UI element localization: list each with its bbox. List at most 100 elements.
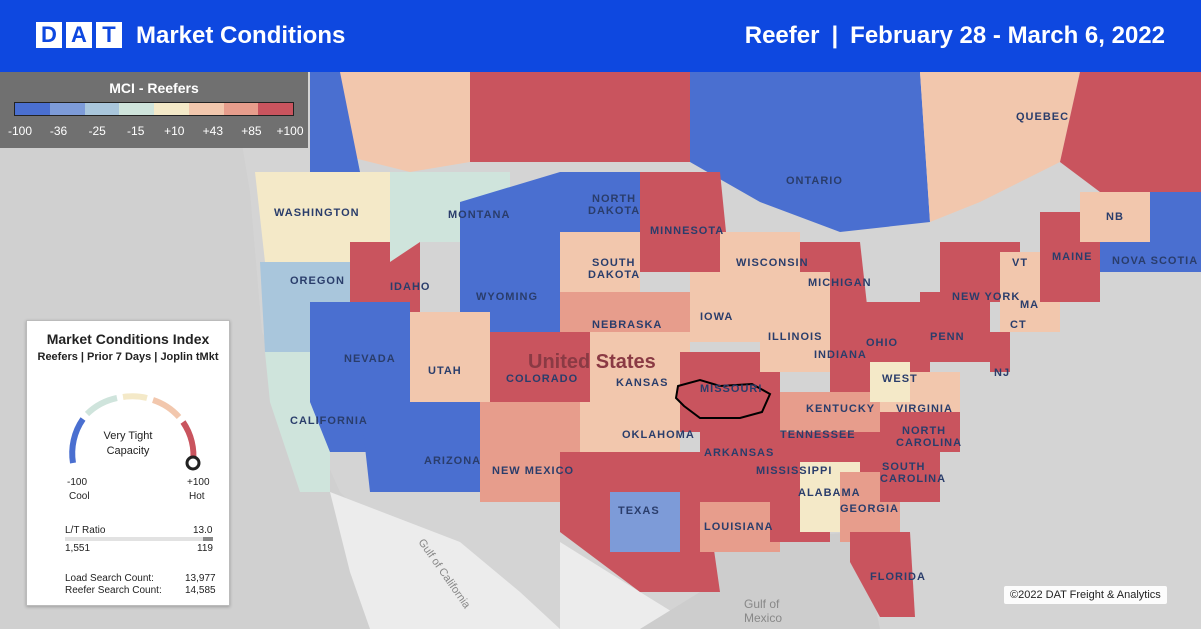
panel-subtitle: Reefers | Prior 7 Days | Joplin tMkt bbox=[37, 351, 219, 363]
region-illinois bbox=[760, 272, 830, 372]
region-north-carolina bbox=[880, 412, 960, 452]
lt-ratio-bar bbox=[65, 537, 213, 541]
label-minnesota: MINNESOTA bbox=[650, 225, 724, 237]
dat-logo: D A T bbox=[36, 22, 122, 50]
legend-tick-5: +43 bbox=[202, 124, 224, 138]
logo-letter-t: T bbox=[96, 22, 122, 48]
region-penn bbox=[920, 292, 990, 362]
label-arkansas: ARKANSAS bbox=[704, 447, 774, 459]
label-wyoming: WYOMING bbox=[476, 291, 538, 303]
label-louisiana: LOUISIANA bbox=[704, 521, 774, 533]
label-texas: TEXAS bbox=[618, 505, 660, 517]
gauge-arc-cool bbox=[69, 417, 86, 464]
date-range: February 28 - March 6, 2022 bbox=[850, 22, 1165, 49]
region-bc-coast bbox=[310, 72, 360, 172]
label-nebraska: NEBRASKA bbox=[592, 319, 662, 331]
legend-tick-7: +100 bbox=[276, 124, 304, 138]
label-alabama: ALABAMA bbox=[798, 487, 861, 499]
market-conditions-panel: Market Conditions Index Reefers | Prior … bbox=[26, 320, 230, 606]
region-ohio bbox=[860, 302, 930, 372]
legend-swatch-3 bbox=[119, 103, 154, 115]
legend-swatch-4 bbox=[154, 103, 189, 115]
region-arizona bbox=[360, 402, 480, 492]
gauge-arc-cool-mid bbox=[84, 395, 118, 417]
region-montana-east bbox=[460, 172, 560, 272]
label-south-dakota-1: SOUTH bbox=[592, 257, 636, 269]
label-michigan: MICHIGAN bbox=[808, 277, 872, 289]
label-penn: PENN bbox=[930, 331, 965, 343]
region-minnesota bbox=[640, 172, 730, 272]
gauge-min-value: -100 bbox=[67, 477, 88, 488]
label-ct: CT bbox=[1010, 319, 1027, 331]
label-kansas: KANSAS bbox=[616, 377, 668, 389]
label-north-carolina-1: NORTH bbox=[902, 425, 946, 437]
label-washington: WASHINGTON bbox=[274, 207, 360, 219]
legend-swatch-7 bbox=[258, 103, 293, 115]
region-washington bbox=[255, 172, 390, 262]
label-ontario: ONTARIO bbox=[786, 175, 843, 187]
label-quebec: QUEBEC bbox=[1016, 111, 1069, 123]
legend-swatch-1 bbox=[49, 103, 85, 115]
equipment-type: Reefer bbox=[744, 22, 820, 49]
label-new-mexico: NEW MEXICO bbox=[492, 465, 574, 477]
label-florida: FLORIDA bbox=[870, 571, 926, 583]
label-colorado: COLORADO bbox=[506, 373, 578, 385]
region-west-virginia bbox=[870, 362, 910, 402]
label-oklahoma: OKLAHOMA bbox=[622, 429, 695, 441]
legend-swatch-5 bbox=[188, 103, 224, 115]
load-search-label: Load Search Count: bbox=[65, 573, 154, 584]
gauge-status-line1: Very Tight bbox=[103, 430, 153, 442]
region-quebec bbox=[920, 72, 1080, 222]
region-arkansas bbox=[700, 432, 770, 502]
label-south-carolina-1: SOUTH bbox=[882, 461, 926, 473]
map-legend: MCI - Reefers -100 -36 -25 -15 +10 +43 +85 +100 bbox=[0, 72, 308, 148]
label-united-states: United States bbox=[528, 351, 656, 373]
label-illinois: ILLINOIS bbox=[768, 331, 822, 343]
label-new-york: NEW YORK bbox=[952, 291, 1020, 303]
label-gulf-of-mexico-1: Gulf of bbox=[744, 597, 780, 611]
panel-title: Market Conditions Index bbox=[46, 331, 210, 347]
lt-ratio-value: 13.0 bbox=[193, 525, 213, 536]
label-tennessee: TENNESSEE bbox=[780, 429, 856, 441]
legend-title: MCI - Reefers bbox=[109, 80, 199, 96]
label-wisconsin: WISCONSIN bbox=[736, 257, 809, 269]
region-nb bbox=[1080, 192, 1150, 242]
label-nevada: NEVADA bbox=[344, 353, 396, 365]
logo-letter-a: A bbox=[66, 22, 92, 48]
joplin-market-outline bbox=[674, 378, 772, 419]
region-ontario bbox=[690, 72, 930, 232]
page-title: Market Conditions bbox=[136, 22, 346, 49]
legend-swatch-0 bbox=[15, 103, 50, 115]
load-count: 1,551 bbox=[65, 543, 91, 554]
gauge-status-line2: Capacity bbox=[106, 445, 150, 457]
mci-gauge bbox=[69, 393, 201, 471]
label-nb: NB bbox=[1106, 211, 1124, 223]
region-florida bbox=[850, 532, 915, 617]
region-louisiana bbox=[700, 502, 780, 552]
legend-tick-1: -36 bbox=[49, 124, 68, 138]
region-quebec-east bbox=[1060, 72, 1201, 202]
label-south-dakota-2: DAKOTA bbox=[588, 269, 640, 281]
logo-letter-d: D bbox=[36, 22, 62, 48]
label-gulf-of-mexico-2: Mexico bbox=[744, 611, 782, 625]
truck-count: 119 bbox=[197, 543, 213, 554]
gauge-arc-neutral bbox=[122, 393, 148, 401]
label-vt: VT bbox=[1012, 257, 1028, 269]
legend-ticks: -100 -36 -25 -15 +10 +43 +85 +100 bbox=[0, 124, 308, 140]
label-north-dakota-2: DAKOTA bbox=[588, 205, 640, 217]
header-bar: D A T Market Conditions Reefer | Februar… bbox=[0, 0, 1201, 72]
header-separator: | bbox=[831, 22, 839, 49]
legend-tick-4: +10 bbox=[164, 124, 185, 138]
mexico-east-land bbox=[560, 542, 700, 629]
label-missouri: MISSOURI bbox=[700, 383, 762, 395]
label-virginia: VIRGINIA bbox=[896, 403, 953, 415]
lt-ratio-label: L/T Ratio bbox=[65, 525, 106, 536]
region-new-mexico bbox=[480, 402, 580, 502]
label-ma: MA bbox=[1020, 299, 1039, 311]
reefer-search-value: 14,585 bbox=[185, 585, 216, 596]
gauge-min-label: Cool bbox=[69, 491, 90, 502]
region-prairies bbox=[470, 72, 690, 162]
gauge-indicator bbox=[185, 455, 201, 471]
region-colorado bbox=[490, 332, 590, 402]
label-west-virginia: WEST bbox=[882, 373, 918, 385]
